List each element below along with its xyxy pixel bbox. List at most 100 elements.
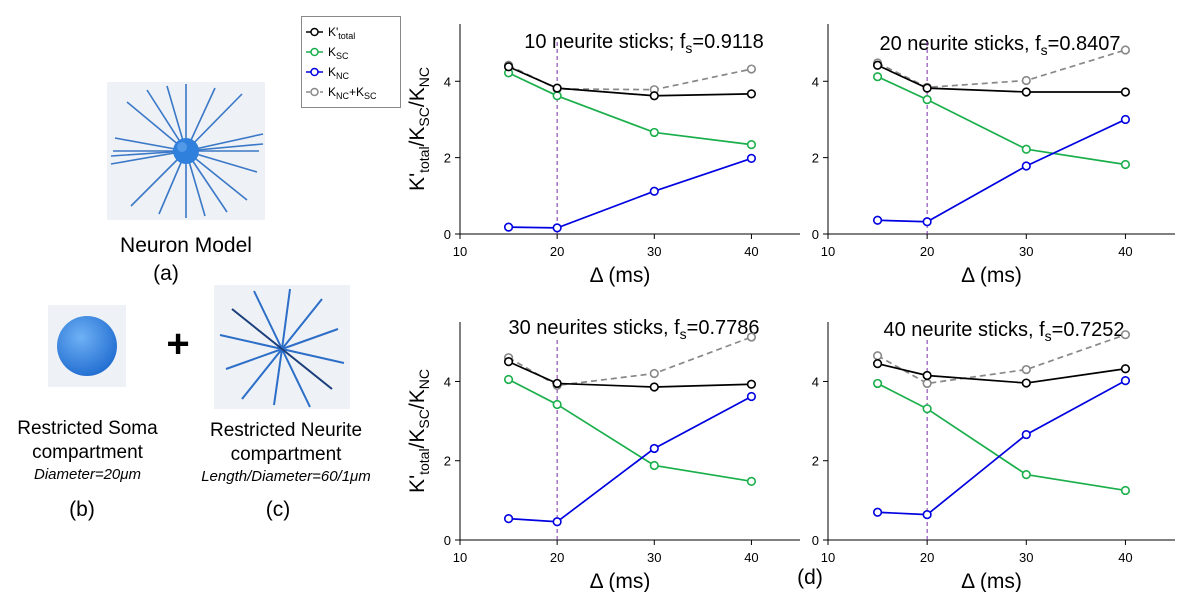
data-point	[746, 64, 757, 74]
data-point	[746, 332, 757, 342]
data-point	[1021, 470, 1031, 480]
chart-title: 20 neurite sticks, fs=0.8407	[879, 33, 1120, 58]
neurite-title-2: compartment	[230, 444, 342, 465]
data-point	[1021, 87, 1031, 97]
data-point	[922, 370, 932, 381]
legend-label: KNC	[328, 65, 350, 81]
data-point	[1120, 485, 1131, 496]
series-ksc	[872, 72, 1131, 170]
x-tick-label: 10	[453, 244, 467, 259]
x-tick-label: 40	[744, 550, 758, 565]
data-point	[649, 368, 659, 379]
x-tick-label: 20	[550, 244, 564, 259]
neurite-image	[214, 285, 350, 409]
data-point	[922, 217, 932, 227]
data-point	[1021, 161, 1031, 171]
legend-marker	[310, 27, 319, 37]
neurite-title-1: Restricted Neurite	[209, 420, 363, 441]
legend: K'total KSC KNC KNC+KSC	[301, 16, 401, 108]
chart-2: 10 20 30 40 0 2 4 Δ (ms) 20 neurite sticks, fs=0…	[812, 24, 1175, 287]
x-tick-label: 20	[550, 550, 564, 565]
series-kncksc	[503, 332, 757, 391]
data-point	[922, 510, 932, 520]
legend-label: KSC	[328, 45, 349, 61]
neurite-param: Length/Diameter=60/1μm	[201, 468, 371, 485]
chart-1: 10 20 30 40 0 2 4 Δ (ms) K'total/KSC/KNC 10 neuri…	[406, 24, 800, 287]
data-point	[503, 222, 514, 232]
y-tick-label: 4	[812, 374, 819, 389]
data-point	[872, 72, 883, 82]
x-axis-label: Δ (ms)	[961, 264, 1022, 287]
x-tick-label: 10	[821, 550, 835, 565]
data-point	[552, 399, 562, 410]
data-point	[649, 460, 659, 471]
x-tick-label: 20	[920, 244, 934, 259]
data-point	[503, 374, 514, 385]
chart-title: 10 neurite sticks; fs=0.9118	[524, 31, 764, 56]
x-tick-label: 30	[1019, 244, 1033, 259]
data-point	[746, 140, 757, 150]
data-point	[872, 351, 883, 361]
series-line	[877, 379, 1126, 516]
legend-entry: K'total	[306, 25, 355, 41]
y-axis-label: K'total/KSC/KNC	[406, 67, 432, 191]
x-tick-label: 20	[920, 550, 934, 565]
legend-marker	[310, 87, 319, 97]
series-line	[508, 65, 752, 97]
y-tick-label: 0	[812, 533, 819, 548]
neuron-model-image	[107, 82, 265, 220]
series-ksc	[503, 374, 757, 486]
legend-entry: KNC+KSC	[306, 85, 377, 101]
chart-3: 10 20 30 40 0 2 4 Δ (ms) K'total/KSC/KNC 30 neuri…	[406, 317, 800, 592]
x-tick-label: 30	[647, 244, 661, 259]
data-point	[552, 378, 562, 389]
series-line	[508, 378, 752, 483]
data-point	[1120, 45, 1131, 55]
x-axis-label: Δ (ms)	[590, 570, 651, 592]
series-line	[508, 336, 752, 387]
x-tick-label: 30	[647, 550, 661, 565]
soma-param: Diameter=20μm	[33, 466, 141, 483]
series-line	[877, 118, 1126, 223]
neuron-model-drawing	[110, 84, 264, 218]
data-point	[872, 507, 883, 517]
data-point	[503, 513, 514, 524]
x-tick-label: 10	[453, 550, 467, 565]
y-tick-label: 0	[444, 533, 451, 548]
series-line	[508, 72, 752, 146]
series-line	[508, 360, 752, 388]
y-tick-label: 0	[444, 227, 451, 242]
data-point	[552, 517, 562, 527]
legend-marker	[310, 47, 319, 57]
data-point	[1120, 364, 1131, 374]
data-point	[649, 443, 659, 454]
x-tick-label: 40	[1118, 244, 1132, 259]
data-point	[872, 378, 883, 389]
data-point	[1021, 429, 1031, 440]
series-line	[877, 75, 1126, 166]
series-line	[877, 362, 1126, 384]
data-point	[552, 83, 562, 93]
series-ksc	[872, 378, 1131, 496]
legend-entry: KSC	[306, 45, 349, 61]
data-point	[649, 382, 659, 392]
series-line	[877, 49, 1126, 89]
data-point	[746, 379, 757, 389]
data-point	[552, 91, 562, 101]
series-line	[877, 333, 1126, 385]
data-point	[1021, 144, 1031, 154]
x-tick-label: 30	[1019, 550, 1033, 565]
y-tick-label: 2	[444, 454, 451, 469]
legend-entry: KNC	[306, 65, 350, 81]
soma-image	[48, 305, 126, 387]
y-tick-label: 2	[812, 151, 819, 166]
series-ktotal	[872, 359, 1131, 388]
data-point	[503, 357, 514, 367]
soma-drawing	[57, 316, 117, 376]
data-point	[1120, 87, 1131, 97]
data-point	[746, 153, 757, 163]
data-point	[746, 89, 757, 99]
chart-4: 10 20 30 40 0 2 4 Δ (ms) 40 neurite sticks, fs=0…	[812, 319, 1175, 592]
chart-title: 40 neurite sticks, fs=0.7252	[883, 319, 1124, 344]
series-line	[877, 382, 1126, 492]
